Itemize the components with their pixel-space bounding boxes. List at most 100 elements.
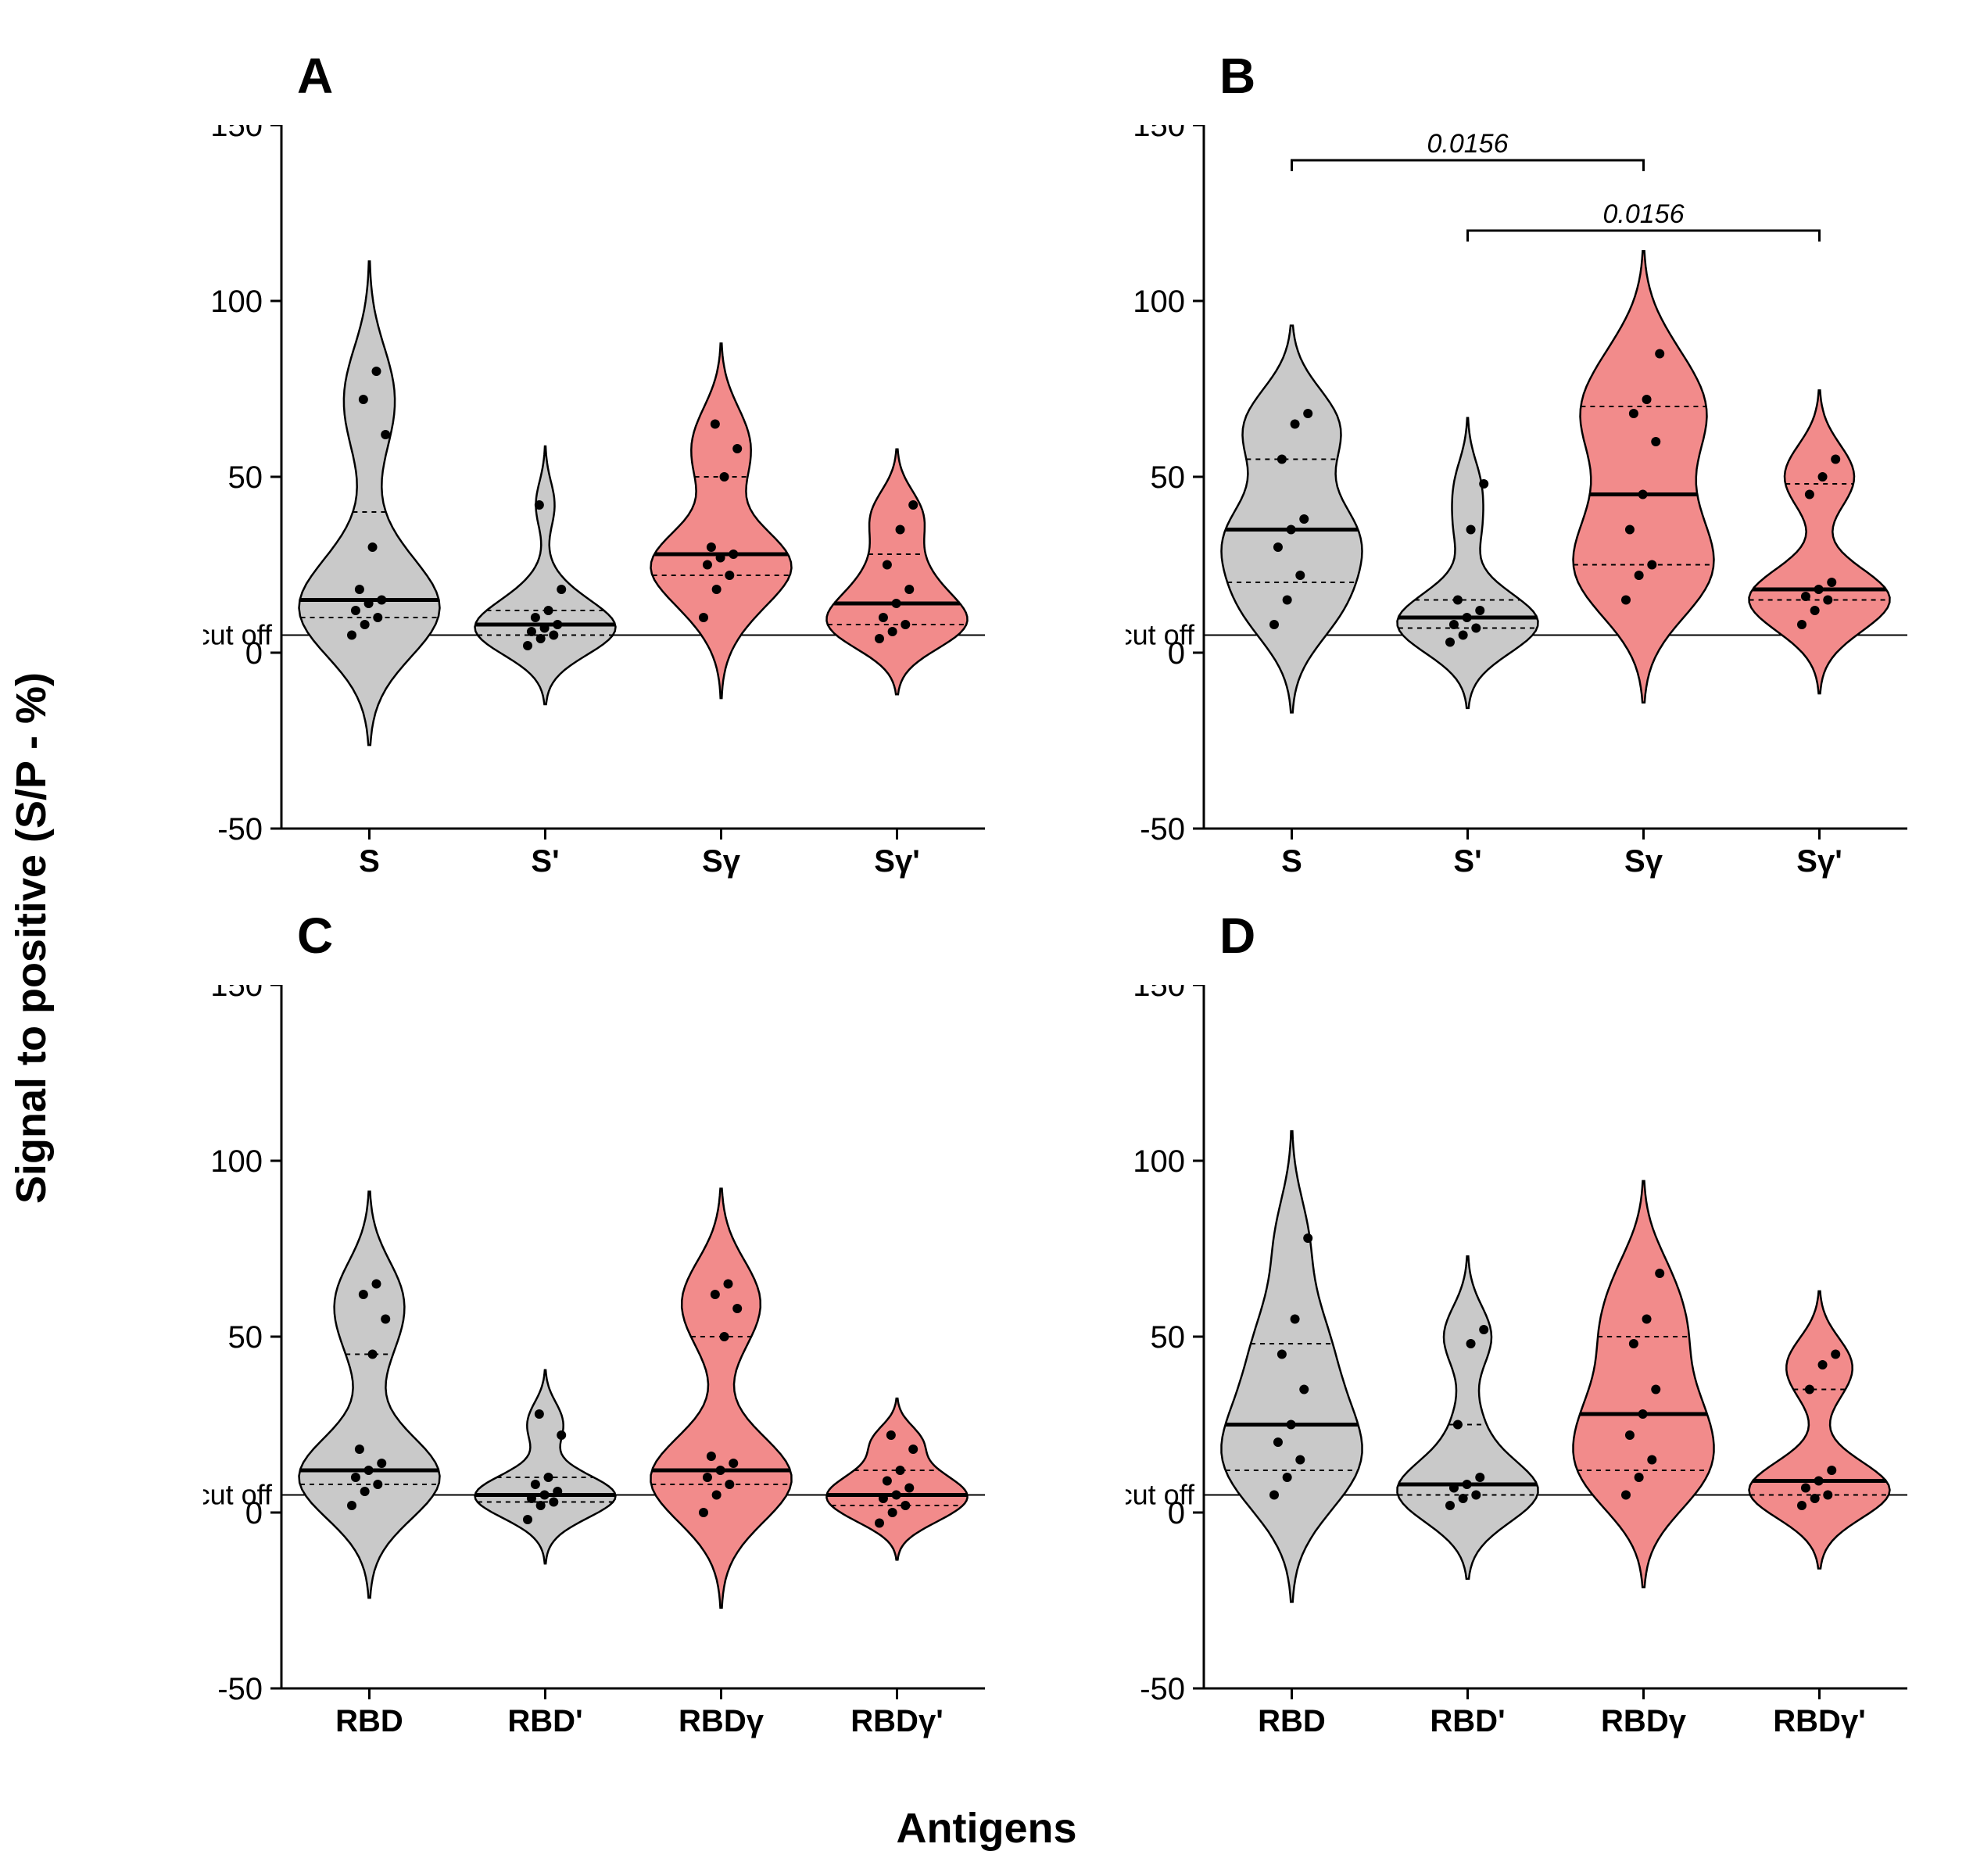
data-point bbox=[364, 599, 374, 608]
category-label: RBD bbox=[1258, 1704, 1326, 1738]
data-point bbox=[1475, 1473, 1484, 1482]
data-point bbox=[1269, 620, 1279, 629]
data-point bbox=[716, 1466, 725, 1475]
data-point bbox=[1655, 1269, 1664, 1278]
data-point bbox=[1273, 1437, 1283, 1447]
data-point bbox=[347, 631, 356, 640]
data-point bbox=[531, 613, 540, 622]
data-point bbox=[1635, 1473, 1644, 1482]
figure-root: Signal to positive (S/P - %) Antigens A … bbox=[0, 0, 1973, 1876]
data-point bbox=[896, 1466, 905, 1475]
data-point bbox=[377, 1459, 386, 1468]
data-point bbox=[1453, 1420, 1463, 1430]
p-value-label: 0.0156 bbox=[1603, 199, 1685, 229]
data-point bbox=[527, 627, 536, 636]
data-point bbox=[381, 1315, 390, 1324]
data-point bbox=[1445, 638, 1455, 647]
data-point bbox=[707, 542, 716, 552]
data-point bbox=[875, 1519, 884, 1528]
violin bbox=[1398, 1256, 1538, 1579]
data-point bbox=[725, 571, 734, 580]
data-point bbox=[732, 444, 742, 453]
data-point bbox=[557, 1430, 566, 1440]
category-label: S bbox=[359, 844, 380, 879]
category-label: RBD' bbox=[507, 1704, 582, 1738]
panel-a: A cut offSS'SγSγ'-50050100150 bbox=[203, 125, 985, 891]
data-point bbox=[368, 542, 378, 552]
data-point bbox=[1445, 1501, 1455, 1510]
y-tick-label: -50 bbox=[217, 812, 263, 847]
category-label: Sγ bbox=[702, 844, 741, 879]
data-point bbox=[1479, 479, 1488, 489]
violin bbox=[827, 1398, 968, 1559]
data-point bbox=[879, 1494, 888, 1503]
panel-d-plot: cut offRBDRBD'RBDγRBDγ'-50050100150 bbox=[1126, 985, 1907, 1751]
data-point bbox=[1642, 395, 1652, 404]
data-point bbox=[892, 599, 901, 608]
data-point bbox=[1459, 631, 1468, 640]
data-point bbox=[557, 585, 566, 594]
data-point bbox=[1801, 1484, 1810, 1493]
y-tick-label: 150 bbox=[1133, 985, 1185, 1003]
data-point bbox=[1818, 472, 1828, 482]
data-point bbox=[904, 1484, 914, 1493]
data-point bbox=[879, 613, 888, 622]
data-point bbox=[1625, 525, 1635, 535]
data-point bbox=[549, 631, 558, 640]
data-point bbox=[699, 1508, 708, 1517]
violin bbox=[827, 449, 968, 695]
data-point bbox=[1287, 525, 1296, 535]
data-point bbox=[1299, 1385, 1309, 1394]
data-point bbox=[1287, 1420, 1296, 1430]
p-value-label: 0.0156 bbox=[1427, 129, 1509, 159]
data-point bbox=[1647, 560, 1656, 570]
data-point bbox=[1449, 1484, 1459, 1493]
data-point bbox=[1635, 571, 1644, 580]
category-label: S' bbox=[1453, 844, 1481, 879]
data-point bbox=[1797, 1501, 1806, 1510]
data-point bbox=[523, 1515, 532, 1524]
data-point bbox=[703, 1473, 712, 1482]
data-point bbox=[1831, 1350, 1840, 1359]
data-point bbox=[888, 627, 897, 636]
data-point bbox=[1805, 490, 1814, 499]
data-point bbox=[888, 1508, 897, 1517]
data-point bbox=[1810, 1494, 1820, 1503]
data-point bbox=[351, 606, 360, 615]
panel-a-title: A bbox=[297, 47, 333, 105]
data-point bbox=[1471, 624, 1481, 633]
violin bbox=[1574, 1181, 1714, 1588]
data-point bbox=[1299, 514, 1309, 524]
category-label: S' bbox=[531, 844, 559, 879]
data-point bbox=[1621, 596, 1631, 605]
y-tick-label: 100 bbox=[1133, 285, 1185, 319]
category-label: Sγ' bbox=[1796, 844, 1842, 879]
panel-c-plot: cut offRBDRBD'RBDγRBDγ'-50050100150 bbox=[203, 985, 985, 1751]
data-point bbox=[540, 1491, 550, 1500]
y-tick-label: 50 bbox=[228, 1320, 263, 1355]
y-tick-label: 50 bbox=[228, 460, 263, 495]
data-point bbox=[883, 1477, 892, 1486]
data-point bbox=[351, 1473, 360, 1482]
y-tick-label: 100 bbox=[210, 1144, 263, 1179]
y-tick-label: 0 bbox=[245, 1496, 263, 1531]
panel-c-title: C bbox=[297, 907, 333, 965]
data-point bbox=[1810, 606, 1820, 615]
data-point bbox=[1277, 455, 1287, 464]
violin bbox=[1749, 1291, 1890, 1569]
violin bbox=[1398, 418, 1538, 708]
data-point bbox=[1638, 490, 1648, 499]
data-point bbox=[707, 1452, 716, 1461]
y-tick-label: 50 bbox=[1151, 460, 1186, 495]
data-point bbox=[544, 1473, 553, 1482]
data-point bbox=[549, 1498, 558, 1507]
y-tick-label: 150 bbox=[210, 985, 263, 1003]
data-point bbox=[1814, 585, 1824, 594]
data-point bbox=[373, 613, 382, 622]
data-point bbox=[1291, 1315, 1300, 1324]
data-point bbox=[1818, 1360, 1828, 1369]
y-tick-label: 0 bbox=[1168, 1496, 1185, 1531]
data-point bbox=[1797, 620, 1806, 629]
data-point bbox=[1463, 1480, 1472, 1489]
data-point bbox=[1295, 1455, 1305, 1465]
